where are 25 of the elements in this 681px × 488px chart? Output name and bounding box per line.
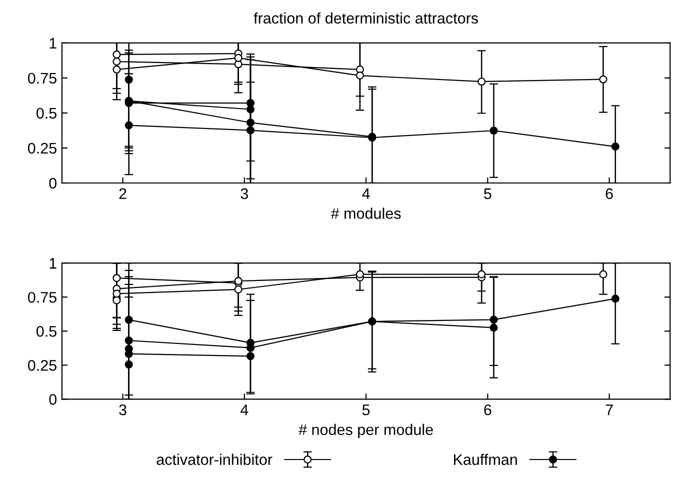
legend-label: activator-inhibitor <box>156 454 272 465</box>
x-tick-label: 3 <box>119 404 126 416</box>
y-tick-label: 0.75 <box>28 292 56 303</box>
y-tick-label: 0.5 <box>36 326 56 337</box>
chart-title: fraction of deterministic attractors <box>254 12 478 24</box>
x-axis-title: # modules <box>330 208 401 219</box>
y-tick-label: 0 <box>49 394 57 405</box>
x-tick-label: 2 <box>119 188 126 199</box>
x-tick-label: 5 <box>484 188 492 200</box>
x-tick-label: 4 <box>362 188 370 199</box>
y-tick-label: 0.5 <box>36 108 56 119</box>
legend-label: Kauffman <box>454 454 517 465</box>
x-tick-label: 6 <box>606 188 613 200</box>
y-tick-label: 0.75 <box>28 72 56 84</box>
y-tick-label: 0 <box>49 178 57 189</box>
y-tick-label: 0.25 <box>28 142 56 154</box>
y-tick-label: 0.25 <box>28 360 56 371</box>
x-tick-label: 6 <box>484 404 492 416</box>
x-tick-label: 4 <box>240 404 248 416</box>
y-tick-label: 1 <box>50 38 56 48</box>
x-tick-label: 7 <box>606 404 613 416</box>
x-tick-label: 5 <box>362 404 370 416</box>
x-axis-title: # nodes per module <box>298 424 433 438</box>
x-tick-label: 3 <box>240 188 248 200</box>
y-tick-label: 1 <box>50 258 56 269</box>
